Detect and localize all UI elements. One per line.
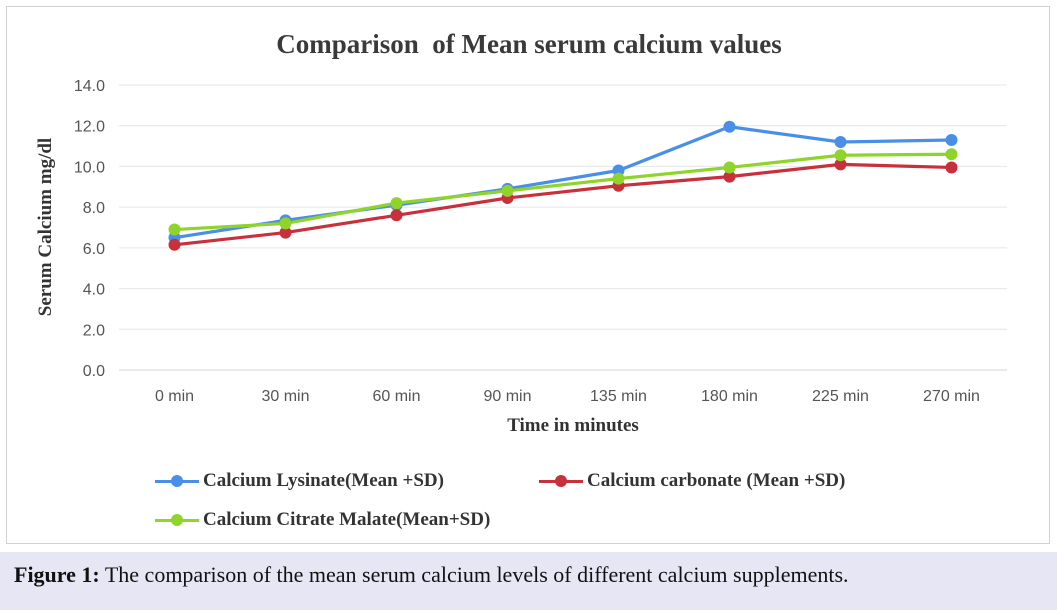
y-tick-label: 8.0 xyxy=(83,200,105,217)
y-tick-label: 4.0 xyxy=(83,282,105,299)
x-tick-label: 135 min xyxy=(590,388,647,405)
series-lines xyxy=(168,120,958,251)
series-0-point xyxy=(945,133,958,146)
series-1-point xyxy=(168,238,181,251)
legend-label-carbonate: Calcium carbonate (Mean +SD) xyxy=(587,470,846,491)
series-2-point xyxy=(834,149,847,162)
x-tick-label: 60 min xyxy=(372,388,420,405)
y-tick-label: 12.0 xyxy=(74,119,105,136)
x-tick-label: 225 min xyxy=(812,388,869,405)
series-2-point xyxy=(390,197,403,210)
series-line-0 xyxy=(174,125,952,240)
chart-title: Comparison of Mean serum calcium values xyxy=(276,29,781,59)
legend-item-citrate-malate: Calcium Citrate Malate(Mean+SD) xyxy=(155,509,490,531)
series-0-point xyxy=(834,136,847,148)
y-tick-label: 6.0 xyxy=(83,241,105,258)
series-1-point xyxy=(390,209,403,222)
series-1-point xyxy=(279,226,292,239)
y-tick-label: 14.0 xyxy=(74,78,105,95)
series-2-point xyxy=(168,223,181,236)
x-tick-label: 180 min xyxy=(701,388,758,405)
y-axis-label: Serum Calcium mg/dl xyxy=(35,138,56,316)
y-axis-ticks: 0.0 2.0 4.0 6.0 8.0 10.0 12.0 14.0 xyxy=(74,78,105,380)
legend-label-lysinate: Calcium Lysinate(Mean +SD) xyxy=(203,470,444,491)
series-1-point xyxy=(834,158,847,171)
caption-text: The comparison of the mean serum calcium… xyxy=(99,562,849,587)
series-line-2 xyxy=(174,152,952,232)
x-tick-label: 30 min xyxy=(261,388,309,405)
y-tick-label: 10.0 xyxy=(74,159,105,176)
legend-label-citrate-malate: Calcium Citrate Malate(Mean+SD) xyxy=(203,509,491,530)
series-2-point xyxy=(945,148,958,161)
legend-item-carbonate: Calcium carbonate (Mean +SD) xyxy=(539,470,845,492)
legend-swatch-lysinate xyxy=(155,474,199,488)
series-1-point xyxy=(723,170,736,183)
y-tick-label: 2.0 xyxy=(83,322,105,339)
chart-frame: Comparison of Mean serum calcium values … xyxy=(6,6,1050,544)
series-2-point xyxy=(723,161,736,174)
x-tick-label: 90 min xyxy=(483,388,531,405)
caption-label: Figure 1: xyxy=(14,562,100,587)
y-tick-label: 0.0 xyxy=(83,363,105,380)
series-2-point xyxy=(501,184,514,197)
x-axis-label: Time in minutes xyxy=(507,415,639,436)
x-axis-ticks: 0 min 30 min 60 min 90 min 135 min 180 min 225… xyxy=(155,388,980,405)
series-2-point xyxy=(279,217,292,230)
legend-swatch-carbonate xyxy=(539,474,583,488)
series-1-point xyxy=(945,161,958,174)
series-line-1 xyxy=(174,162,952,247)
series-0-point xyxy=(723,120,736,133)
x-tick-label: 270 min xyxy=(923,388,980,405)
line-chart: Comparison of Mean serum calcium values … xyxy=(35,29,1007,436)
legend-swatch-citrate-malate xyxy=(155,513,199,527)
x-tick-label: 0 min xyxy=(155,388,194,405)
figure-caption: Figure 1: The comparison of the mean ser… xyxy=(0,552,1057,610)
series-2-point xyxy=(612,172,625,185)
legend-item-lysinate: Calcium Lysinate(Mean +SD) xyxy=(155,470,444,492)
grid-lines xyxy=(119,84,1007,371)
